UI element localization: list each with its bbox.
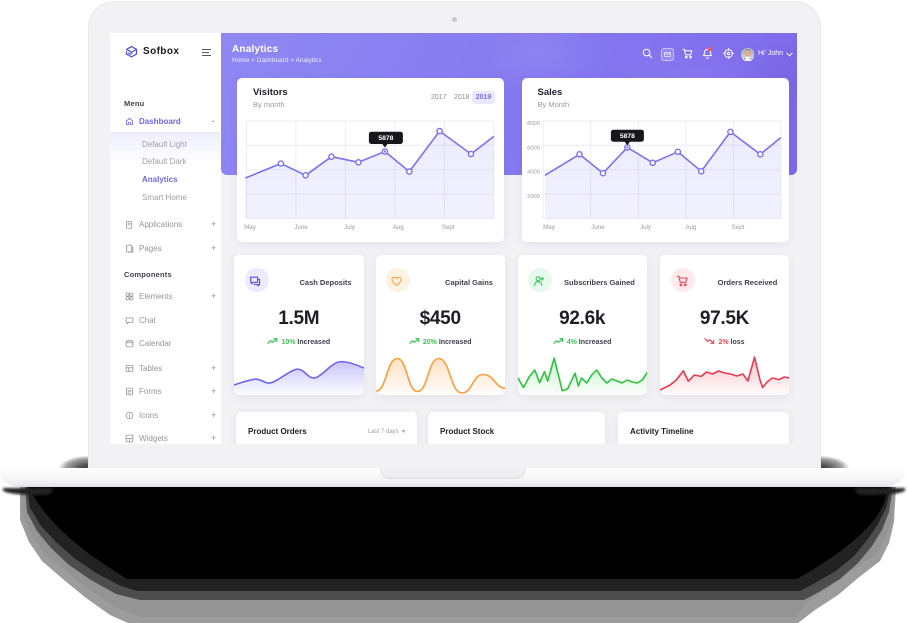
svg-text:4000: 4000 xyxy=(527,170,540,176)
svg-text:June: June xyxy=(591,224,605,231)
svg-text:May: May xyxy=(244,224,257,231)
svg-text:Aug: Aug xyxy=(393,224,405,231)
svg-text:June: June xyxy=(294,224,308,231)
svg-text:July: July xyxy=(640,224,652,231)
svg-text:5878: 5878 xyxy=(620,133,635,140)
svg-text:8000: 8000 xyxy=(527,121,540,127)
svg-text:Aug: Aug xyxy=(685,224,697,231)
svg-text:5878: 5878 xyxy=(378,135,393,142)
svg-text:Sept: Sept xyxy=(732,224,745,231)
svg-text:May: May xyxy=(543,224,556,231)
svg-text:July: July xyxy=(344,224,356,231)
svg-text:2000: 2000 xyxy=(527,194,540,200)
svg-text:6000: 6000 xyxy=(527,146,540,152)
svg-text:Sept: Sept xyxy=(442,224,455,231)
